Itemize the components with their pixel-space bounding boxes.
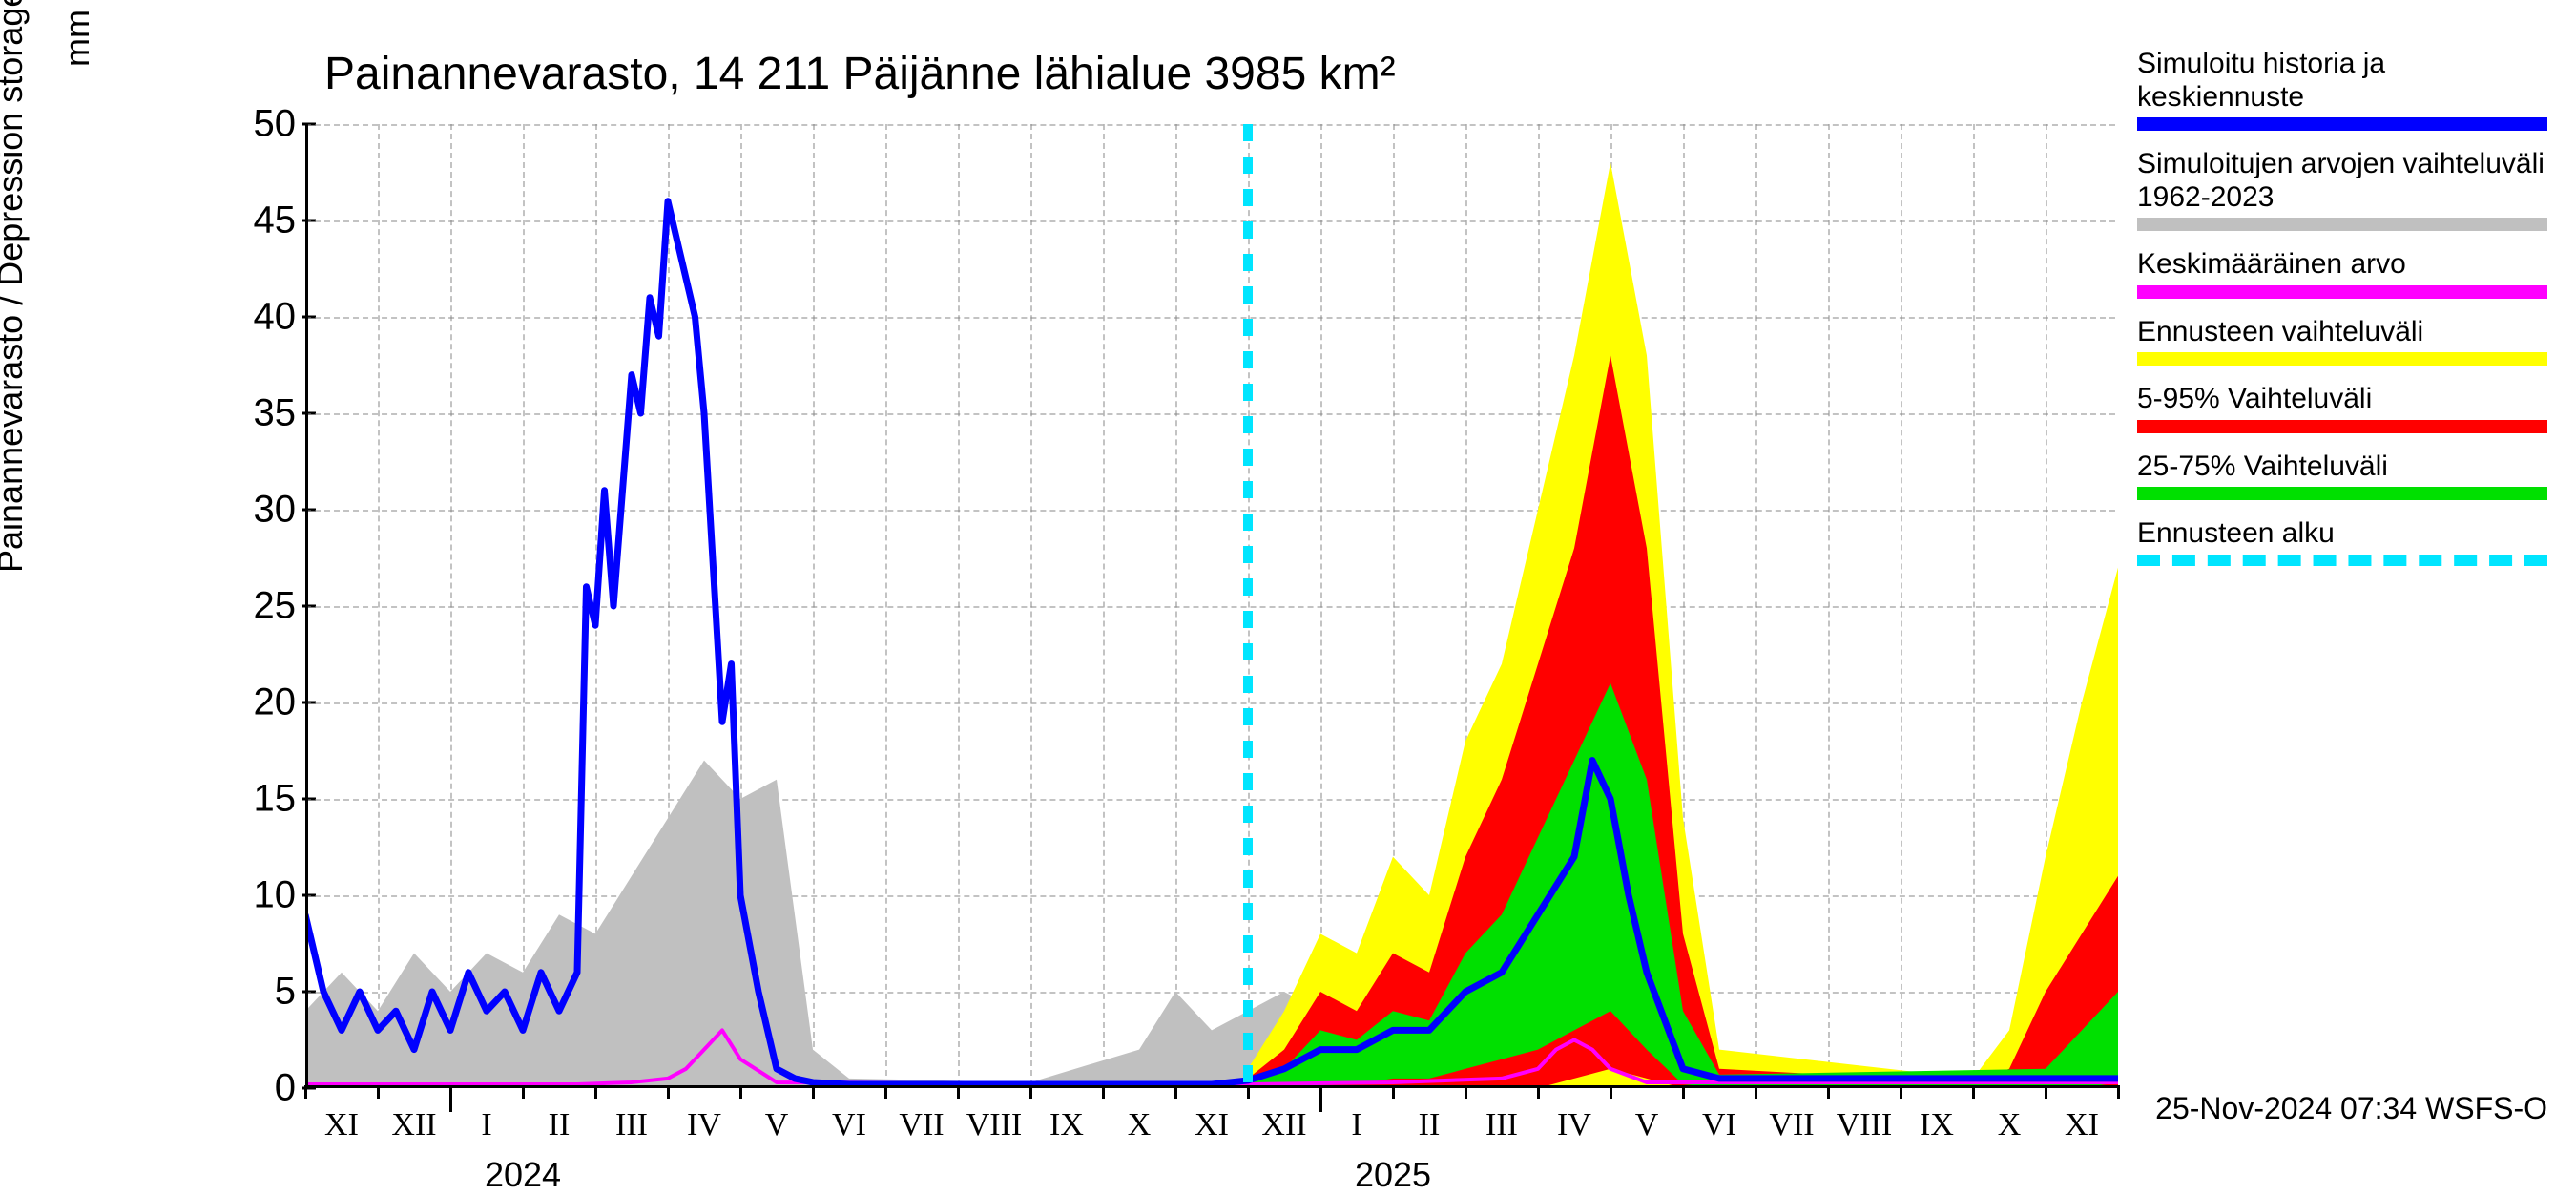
- x-tick-label: IX: [1920, 1107, 1954, 1143]
- legend-label: Keskimääräinen arvo: [2137, 248, 2557, 282]
- legend-swatch: [2137, 420, 2547, 433]
- year-label: 2024: [485, 1155, 561, 1195]
- x-tick-label: VIII: [1837, 1107, 1893, 1143]
- x-tick-label: II: [1419, 1107, 1441, 1143]
- x-tick-label: XI: [324, 1107, 359, 1143]
- x-tick-label: II: [549, 1107, 571, 1143]
- y-tick-label: 0: [275, 1067, 296, 1110]
- x-tick-label: I: [1351, 1107, 1361, 1143]
- x-tick-label: V: [765, 1107, 789, 1143]
- legend-item: Simuloitu historia ja keskiennuste: [2137, 48, 2557, 131]
- x-tick-label: VII: [1769, 1107, 1814, 1143]
- x-tick-label: V: [1635, 1107, 1659, 1143]
- legend-label: Simuloitu historia ja keskiennuste: [2137, 48, 2557, 114]
- y-tick-label: 20: [254, 681, 297, 724]
- y-tick-label: 40: [254, 296, 297, 339]
- year-label: 2025: [1355, 1155, 1431, 1195]
- legend-label: 25-75% Vaihteluväli: [2137, 451, 2557, 484]
- legend-swatch: [2137, 487, 2547, 500]
- legend-label: Ennusteen alku: [2137, 517, 2557, 551]
- legend-label: Ennusteen vaihteluväli: [2137, 316, 2557, 349]
- y-tick-label: 10: [254, 874, 297, 917]
- y-tick-label: 5: [275, 971, 296, 1014]
- y-tick-label: 45: [254, 199, 297, 242]
- x-tick-label: III: [615, 1107, 648, 1143]
- y-tick-label: 30: [254, 489, 297, 532]
- legend-label: 5-95% Vaihteluväli: [2137, 383, 2557, 416]
- x-tick-label: X: [1998, 1107, 2022, 1143]
- y-axis-unit: mm: [57, 10, 97, 67]
- legend-item: Simuloitujen arvojen vaihteluväli 1962-2…: [2137, 148, 2557, 231]
- legend: Simuloitu historia ja keskiennuste Simulo…: [2137, 48, 2557, 583]
- x-tick-label: XI: [2065, 1107, 2099, 1143]
- legend-swatch: [2137, 285, 2547, 299]
- x-tick-label: X: [1128, 1107, 1152, 1143]
- x-tick-label: XII: [1261, 1107, 1306, 1143]
- legend-item: Ennusteen vaihteluväli: [2137, 316, 2557, 367]
- y-tick-label: 50: [254, 103, 297, 146]
- y-tick-label: 15: [254, 778, 297, 821]
- legend-item: 5-95% Vaihteluväli: [2137, 383, 2557, 433]
- x-tick-label: III: [1485, 1107, 1518, 1143]
- legend-swatch: [2137, 352, 2547, 366]
- y-tick-label: 25: [254, 585, 297, 628]
- legend-swatch: [2137, 117, 2547, 131]
- legend-label: Simuloitujen arvojen vaihteluväli 1962-2…: [2137, 148, 2557, 214]
- x-tick-year: [1319, 1085, 1322, 1112]
- x-tick-label: VIII: [966, 1107, 1023, 1143]
- chart-title: Painannevarasto, 14 211 Päijänne lähialu…: [324, 48, 1396, 100]
- x-tick-label: XII: [391, 1107, 436, 1143]
- y-tick-label: 35: [254, 392, 297, 435]
- legend-swatch: [2137, 218, 2547, 231]
- x-tick-label: IX: [1049, 1107, 1084, 1143]
- y-axis-label: Painannevarasto / Depression storage: [0, 0, 31, 573]
- x-tick-label: VII: [899, 1107, 944, 1143]
- x-tick-label: IV: [687, 1107, 721, 1143]
- legend-item: Keskimääräinen arvo: [2137, 248, 2557, 299]
- legend-item: 25-75% Vaihteluväli: [2137, 451, 2557, 501]
- plot-area-border: [305, 124, 2118, 1088]
- legend-item: Ennusteen alku: [2137, 517, 2557, 566]
- legend-swatch: [2137, 555, 2547, 566]
- x-tick-label: VI: [832, 1107, 866, 1143]
- x-tick-year: [449, 1085, 452, 1112]
- x-tick-label: IV: [1557, 1107, 1591, 1143]
- x-tick-label: VI: [1702, 1107, 1736, 1143]
- x-tick-label: XI: [1195, 1107, 1229, 1143]
- x-tick-label: I: [481, 1107, 491, 1143]
- footer-timestamp: 25-Nov-2024 07:34 WSFS-O: [2155, 1091, 2547, 1126]
- chart-container: Painannevarasto / Depression storage mm …: [0, 0, 2576, 1145]
